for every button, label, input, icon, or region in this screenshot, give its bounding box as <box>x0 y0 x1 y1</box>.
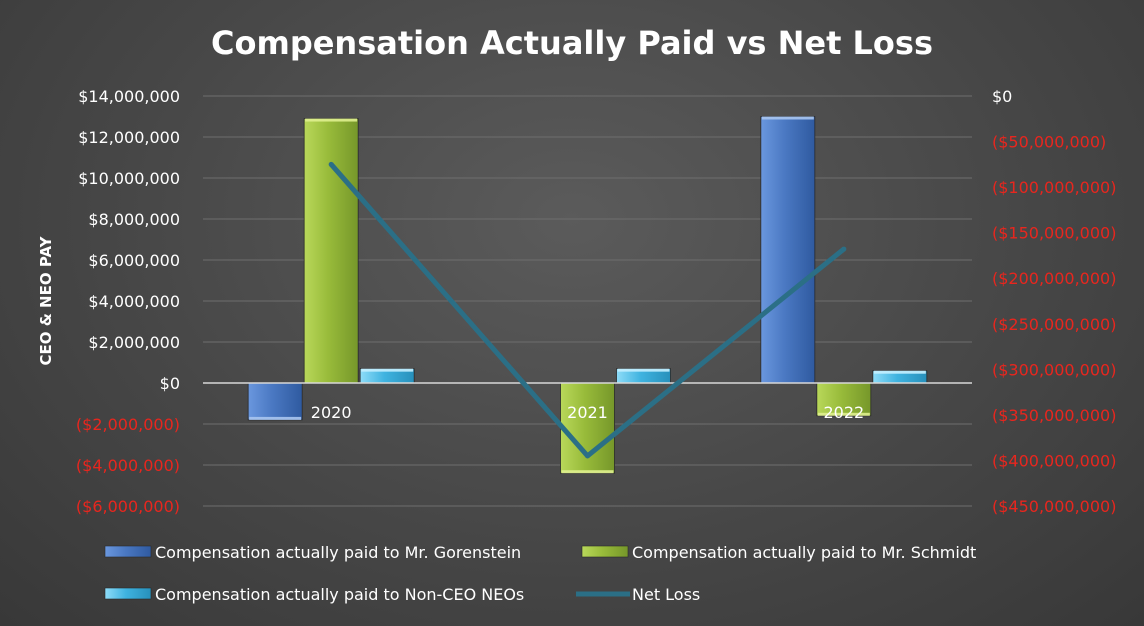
net-loss-point-2021 <box>585 453 590 459</box>
category-labels: 2020 2021 2022 <box>311 403 864 422</box>
legend-swatch <box>104 587 152 600</box>
bar-highlight <box>617 368 670 372</box>
right-tick-label: ($150,000,000) <box>992 224 1116 243</box>
bar-highlight <box>249 416 302 420</box>
left-tick-label: $8,000,000 <box>88 210 180 229</box>
legend: Compensation actually paid to Mr. Gorens… <box>104 543 976 604</box>
bar-highlight <box>873 370 926 374</box>
legend-item-0: Compensation actually paid to Mr. Gorens… <box>104 543 521 562</box>
right-axis-ticks: $0 ($50,000,000) ($100,000,000) ($150,000,0… <box>992 87 1116 516</box>
left-tick-label: $6,000,000 <box>88 251 180 270</box>
bar-2020-s0 <box>247 382 303 421</box>
left-axis-ticks: $14,000,000 $12,000,000 $10,000,000 $8,000,… <box>76 87 180 516</box>
legend-item-1: Compensation actually paid to Mr. Schmid… <box>581 543 976 562</box>
bar-2020-s1 <box>303 118 359 384</box>
left-tick-label: $10,000,000 <box>78 169 180 188</box>
bar-2022-s1 <box>816 382 872 417</box>
right-tick-label: ($350,000,000) <box>992 406 1116 425</box>
bar-highlight <box>305 118 358 122</box>
net-loss-line <box>328 161 847 459</box>
left-tick-label: $0 <box>160 374 180 393</box>
legend-swatch <box>104 545 152 558</box>
left-tick-label: $2,000,000 <box>88 333 180 352</box>
bar-highlight <box>761 116 814 120</box>
chart-title: Compensation Actually Paid vs Net Loss <box>211 24 933 62</box>
net-loss-point-2020 <box>328 161 334 167</box>
bar-2021-s1 <box>560 382 615 474</box>
right-tick-label: ($300,000,000) <box>992 360 1116 379</box>
legend-item-2: Compensation actually paid to Non-CEO NE… <box>104 585 524 604</box>
left-tick-label: $12,000,000 <box>78 128 180 147</box>
category-label-2021: 2021 <box>567 403 608 422</box>
legend-label: Compensation actually paid to Mr. Gorens… <box>155 543 521 562</box>
right-tick-label: $0 <box>992 87 1012 106</box>
right-tick-label: ($400,000,000) <box>992 451 1116 470</box>
bar-2022-s0 <box>760 116 816 384</box>
left-tick-label: ($2,000,000) <box>76 415 180 434</box>
right-tick-label: ($450,000,000) <box>992 497 1116 516</box>
bar-highlight <box>361 368 414 372</box>
category-label-2022: 2022 <box>823 403 864 422</box>
left-tick-label: $14,000,000 <box>78 87 180 106</box>
bar-highlight <box>561 470 614 474</box>
left-tick-label: $4,000,000 <box>88 292 180 311</box>
legend-label: Compensation actually paid to Mr. Schmid… <box>632 543 976 562</box>
right-tick-label: ($250,000,000) <box>992 315 1116 334</box>
legend-swatch <box>581 545 629 558</box>
bars <box>203 116 972 474</box>
right-tick-label: ($50,000,000) <box>992 133 1106 152</box>
category-label-2020: 2020 <box>311 403 352 422</box>
net-loss-point-2022 <box>841 246 847 252</box>
bar-highlight <box>817 412 870 416</box>
legend-item-3: Net Loss <box>576 585 700 604</box>
legend-label: Compensation actually paid to Non-CEO NE… <box>155 585 524 604</box>
right-tick-label: ($100,000,000) <box>992 178 1116 197</box>
legend-label: Net Loss <box>632 585 700 604</box>
y-axis-label: CEO & NEO PAY <box>37 235 55 365</box>
left-tick-label: ($4,000,000) <box>76 456 180 475</box>
left-tick-label: ($6,000,000) <box>76 497 180 516</box>
right-tick-label: ($200,000,000) <box>992 269 1116 288</box>
